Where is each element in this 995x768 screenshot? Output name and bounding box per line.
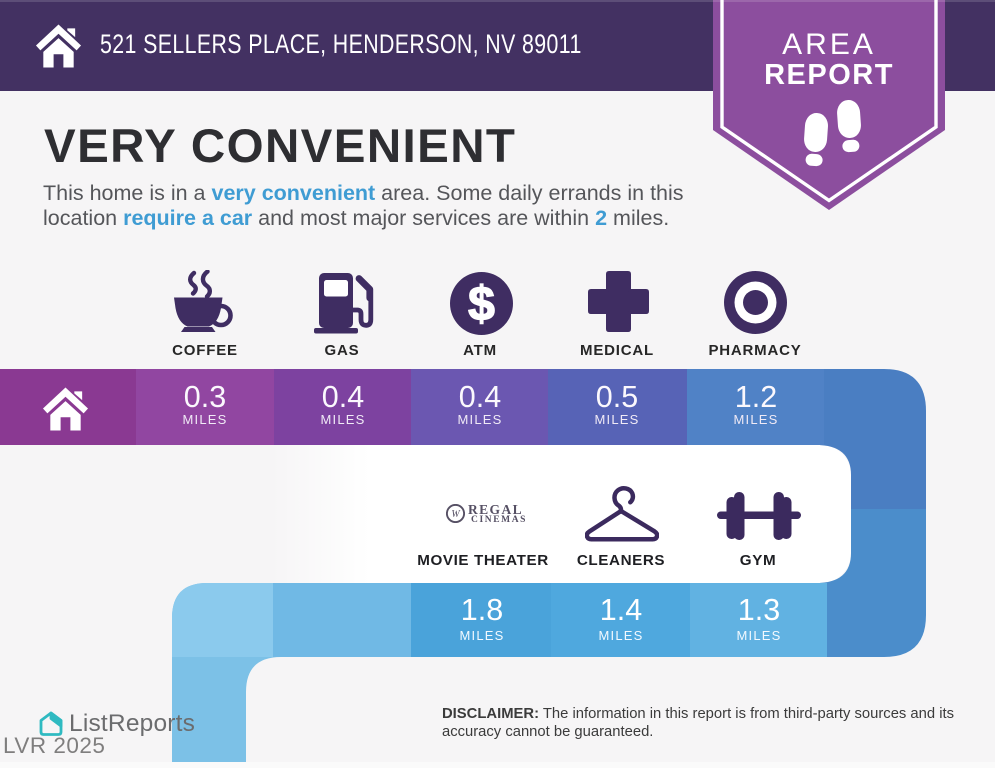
svg-text:AREA: AREA [782, 28, 876, 61]
svg-text:$: $ [468, 278, 495, 331]
svg-text:W: W [451, 509, 461, 520]
svg-text:REPORT: REPORT [764, 59, 894, 91]
